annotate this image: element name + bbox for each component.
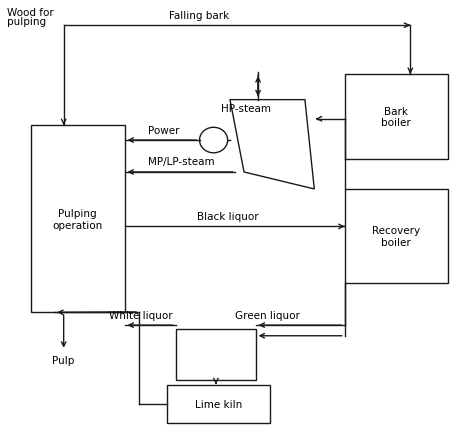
Text: Power: Power [148, 125, 180, 135]
Text: Green liquor: Green liquor [235, 310, 300, 320]
Bar [345, 190, 448, 283]
Text: Lime kiln: Lime kiln [195, 399, 242, 409]
Text: Falling bark: Falling bark [169, 11, 229, 21]
Text: Bark
boiler: Bark boiler [382, 107, 411, 128]
Text: MP/LP-steam: MP/LP-steam [148, 157, 215, 167]
Text: Recovery
boiler: Recovery boiler [372, 225, 420, 247]
Text: HP-steam: HP-steam [220, 104, 271, 114]
Bar [31, 126, 125, 313]
Text: Pulping
operation: Pulping operation [53, 209, 103, 230]
Text: Black liquor: Black liquor [197, 212, 258, 221]
Bar [345, 75, 448, 160]
Text: Wood for: Wood for [8, 9, 54, 18]
Text: White liquor: White liquor [109, 310, 173, 320]
Bar [167, 385, 270, 423]
Text: Pulp: Pulp [53, 355, 75, 365]
Bar [176, 330, 256, 381]
Text: pulping: pulping [8, 17, 46, 27]
